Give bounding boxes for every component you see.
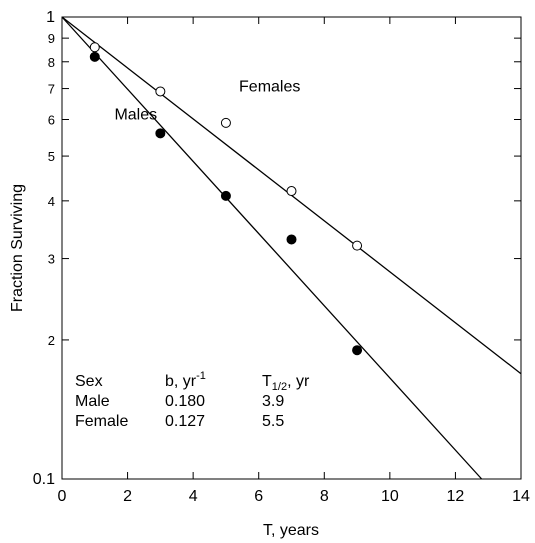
y-tick-label: 8	[48, 55, 55, 70]
table-header-sub: 1/2	[272, 381, 287, 393]
table-header: b, yr-1	[165, 370, 206, 390]
table-cell: Male	[75, 393, 110, 410]
y-tick-label: 1	[46, 9, 55, 26]
x-tick-label: 8	[320, 488, 329, 505]
table-header: Sex	[75, 373, 103, 390]
point	[220, 190, 231, 201]
y-tick-label: 7	[48, 82, 55, 97]
point	[286, 234, 297, 245]
table-header-text: Sex	[75, 373, 103, 390]
x-tick-label: 4	[189, 488, 198, 505]
y-tick-label: 2	[48, 333, 55, 348]
y-tick-label: 6	[48, 112, 55, 127]
point	[220, 117, 231, 128]
point	[352, 345, 363, 356]
table-cell: 0.127	[165, 413, 205, 430]
point	[89, 51, 100, 62]
table-header: T1/2, yr	[262, 373, 310, 393]
y-tick-label: 4	[48, 194, 55, 209]
x-tick-label: 12	[447, 488, 465, 505]
y-tick-label: 0.1	[33, 471, 55, 488]
x-tick-label: 0	[58, 488, 67, 505]
y-tick-label: 9	[48, 31, 55, 46]
table-cell: 3.9	[262, 393, 284, 410]
x-tick-label: 2	[123, 488, 132, 505]
table-cell: 0.180	[165, 393, 205, 410]
table-header-text: , yr	[287, 373, 310, 390]
point	[352, 240, 363, 251]
table-header-sup: -1	[196, 370, 206, 382]
y-tick-label: 5	[48, 149, 55, 164]
table-header-text: T	[262, 373, 272, 390]
series-label: Males	[114, 106, 157, 123]
table-header-text: b, yr	[165, 373, 197, 390]
y-tick-label: 3	[48, 252, 55, 267]
x-tick-label: 14	[512, 488, 530, 505]
y-axis-label: Fraction Surviving	[9, 184, 26, 312]
x-axis-label: T, years	[263, 522, 319, 539]
plot-frame	[61, 16, 522, 480]
table-cell: 5.5	[262, 413, 284, 430]
point	[89, 42, 100, 53]
x-tick-label: 10	[381, 488, 399, 505]
x-tick-label: 6	[254, 488, 263, 505]
point	[286, 186, 297, 197]
point	[155, 128, 166, 139]
point	[155, 86, 166, 97]
table-cell: Female	[75, 413, 128, 430]
series-label: Females	[239, 78, 300, 95]
fit-line	[61, 16, 483, 480]
